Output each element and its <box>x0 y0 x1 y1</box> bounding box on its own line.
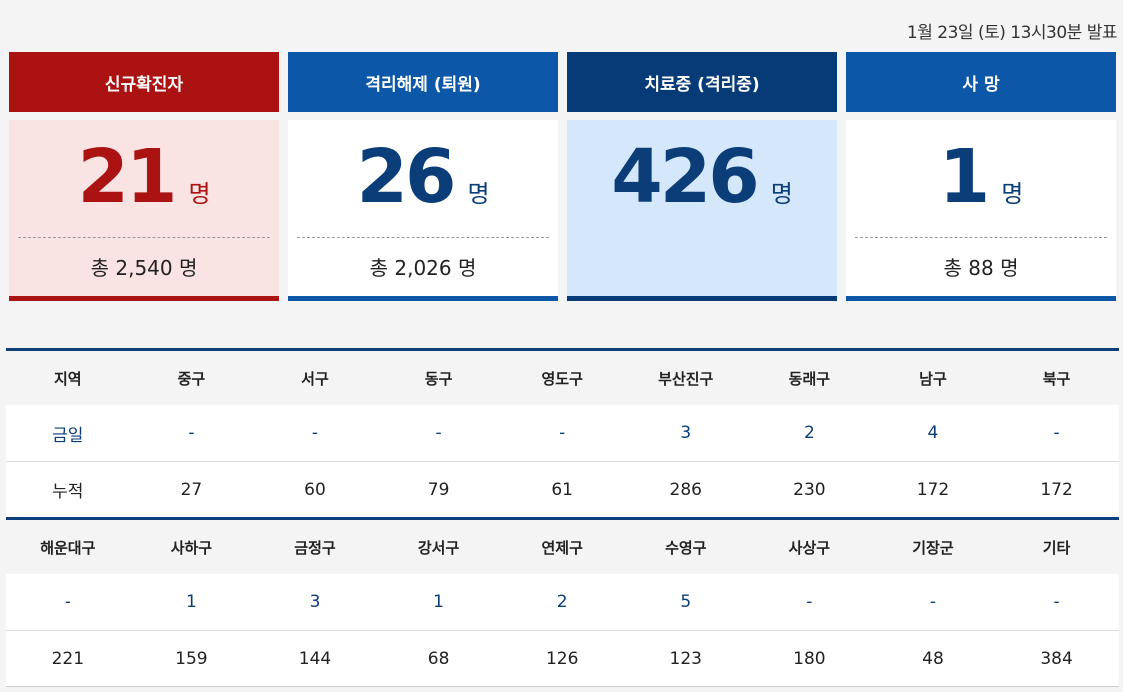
announcement-date: 1월 23일 (토) 13시30분 발표 <box>906 23 1118 43</box>
table-row-today: - 1 3 1 2 5 - - - <box>6 574 1119 631</box>
table-header-cell: 북구 <box>1042 369 1071 388</box>
table-header-cell: 부산진구 <box>658 369 714 388</box>
table-cell: 누적 <box>52 482 84 502</box>
stat-cards: 신규확진자 21 명 총 2,540 명 격리해제 (퇴원) 26 명 총 2,… <box>9 52 1116 301</box>
table-row-cumulative: 221 159 144 68 126 123 180 48 384 <box>6 631 1119 687</box>
table-header-cell: 동구 <box>424 369 453 388</box>
divider <box>855 237 1107 238</box>
table-cell: 60 <box>304 479 326 500</box>
table-header-cell: 사하구 <box>170 538 213 557</box>
district-table-1: 지역 중구 서구 동구 영도구 부산진구 동래구 남구 북구 금일 - - - - 3 2 4 - 누적 27 60… <box>6 348 1119 517</box>
table-header-row: 해운대구 사하구 금정구 강서구 연제구 수영구 사상구 기장군 기타 <box>6 520 1119 574</box>
card-value: 21 <box>77 134 177 220</box>
district-tables: 지역 중구 서구 동구 영도구 부산진구 동래구 남구 북구 금일 - - - - 3 2 4 - 누적 27 60… <box>6 348 1119 687</box>
district-table-2: 해운대구 사하구 금정구 강서구 연제구 수영구 사상구 기장군 기타 - 1 3 1 2 5 - - - 22… <box>6 517 1119 687</box>
table-header-cell: 중구 <box>177 369 206 388</box>
table-cell: 180 <box>793 648 826 669</box>
table-cell: 1 <box>433 592 444 612</box>
table-header-cell: 강서구 <box>417 538 460 557</box>
table-header-cell: 남구 <box>919 369 947 388</box>
divider <box>297 237 549 238</box>
table-cell: 48 <box>922 648 944 669</box>
divider <box>18 237 270 238</box>
table-cell: 68 <box>427 648 450 669</box>
table-cell: 172 <box>1040 479 1073 500</box>
table-row-cumulative: 누적 27 60 79 61 286 230 172 172 <box>6 462 1119 517</box>
card-body: 426 명 <box>567 120 837 301</box>
table-header-cell: 연제구 <box>541 538 583 557</box>
card-new-cases: 신규확진자 21 명 총 2,540 명 <box>9 52 279 301</box>
card-value: 426 <box>611 134 759 220</box>
table-cell: 172 <box>916 479 950 500</box>
table-cell: 1 <box>185 592 197 612</box>
table-header-cell: 동래구 <box>788 369 831 388</box>
table-row-today: 금일 - - - - 3 2 4 - <box>6 405 1119 462</box>
card-title: 격리해제 (퇴원) <box>288 52 558 112</box>
table-cell: 61 <box>551 479 573 500</box>
table-header-cell: 금정구 <box>294 538 336 557</box>
table-cell: - <box>188 423 195 443</box>
table-cell: 144 <box>298 648 332 669</box>
table-cell: - <box>806 592 813 612</box>
card-body: 1 명 총 88 명 <box>846 120 1116 301</box>
table-cell: 384 <box>1040 648 1073 669</box>
card-total: 총 88 명 <box>943 256 1019 280</box>
table-cell: 286 <box>669 479 702 500</box>
table-header-row: 지역 중구 서구 동구 영도구 부산진구 동래구 남구 북구 <box>6 351 1119 405</box>
table-cell: 3 <box>680 423 692 443</box>
table-cell: 123 <box>669 648 702 669</box>
card-unit: 명 <box>770 180 793 208</box>
card-unit: 명 <box>188 180 211 208</box>
card-body: 26 명 총 2,026 명 <box>288 120 558 301</box>
card-unit: 명 <box>1001 180 1024 208</box>
table-header-cell: 기장군 <box>912 538 954 557</box>
card-title: 치료중 (격리중) <box>567 52 837 112</box>
table-cell: - <box>559 423 566 443</box>
card-total: 총 2,026 명 <box>369 256 477 280</box>
card-value: 1 <box>938 134 990 220</box>
card-title: 사 망 <box>846 52 1116 112</box>
table-cell: 230 <box>793 479 826 500</box>
table-cell: - <box>64 592 71 612</box>
card-deaths: 사 망 1 명 총 88 명 <box>846 52 1116 301</box>
table-cell: - <box>929 592 937 612</box>
table-cell: - <box>435 423 442 443</box>
table-cell: 금일 <box>52 425 84 446</box>
table-cell: 79 <box>427 479 450 500</box>
table-header-cell: 서구 <box>301 369 329 388</box>
table-cell: 5 <box>680 592 692 612</box>
table-cell: 221 <box>51 648 85 669</box>
table-cell: 3 <box>309 592 321 612</box>
table-cell: 126 <box>545 648 579 669</box>
card-title: 신규확진자 <box>9 52 279 112</box>
table-header-cell: 지역 <box>53 369 82 388</box>
card-total: 총 2,540 명 <box>90 256 198 280</box>
table-cell: 2 <box>803 423 815 443</box>
table-cell: - <box>311 423 319 443</box>
table-header-cell: 사상구 <box>788 538 831 557</box>
table-header-cell: 영도구 <box>541 369 583 388</box>
card-released: 격리해제 (퇴원) 26 명 총 2,026 명 <box>288 52 558 301</box>
table-cell: 159 <box>175 648 208 669</box>
table-cell: 2 <box>556 592 568 612</box>
table-header-cell: 수영구 <box>665 538 707 557</box>
card-body: 21 명 총 2,540 명 <box>9 120 279 301</box>
card-unit: 명 <box>467 180 490 208</box>
card-value: 26 <box>356 134 456 220</box>
table-header-cell: 해운대구 <box>40 538 96 557</box>
table-cell: - <box>1053 592 1060 612</box>
table-cell: 4 <box>927 423 939 443</box>
card-in-treatment: 치료중 (격리중) 426 명 <box>567 52 837 301</box>
table-header-cell: 기타 <box>1042 538 1071 557</box>
table-cell: 27 <box>180 479 203 500</box>
table-cell: - <box>1053 423 1060 443</box>
